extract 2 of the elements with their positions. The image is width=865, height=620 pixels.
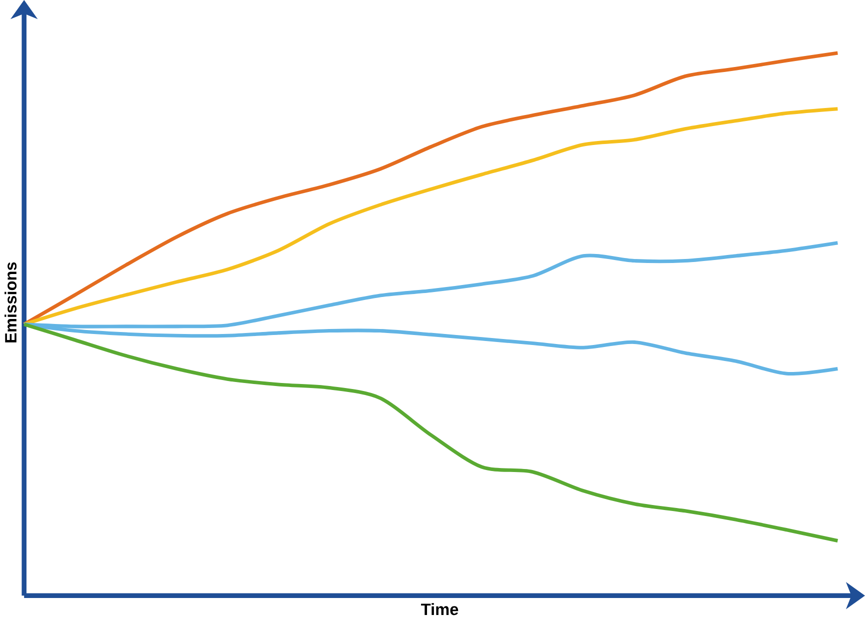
x-axis-title: Time: [421, 603, 458, 616]
y-axis-title: Emissions: [4, 262, 17, 343]
